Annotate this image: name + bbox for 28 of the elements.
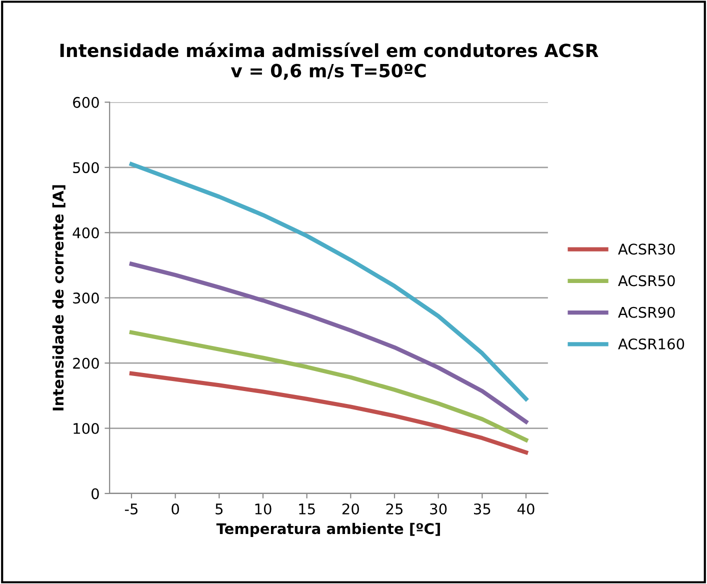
chart-title: Intensidade máxima admissível em condutores ACSR v = 0,6 m/s T=50ºC: [60, 42, 598, 80]
x-tick-label: 0: [172, 503, 180, 514]
x-tick-label: 35: [474, 503, 490, 514]
y-tick-label: 500: [73, 162, 99, 174]
line-series: [129, 371, 528, 454]
y-tick-label: 100: [74, 422, 99, 434]
legend-label: ACSR50: [618, 275, 675, 286]
y-axis-title: Intensidade de corrente [A]: [52, 185, 66, 410]
y-tick-label: 200: [73, 358, 99, 369]
y-tick-label: 300: [73, 292, 99, 304]
x-tick-label: 30: [430, 503, 447, 514]
legend-label: ACSR30: [618, 244, 675, 255]
y-tick-label: 600: [73, 96, 99, 108]
x-tick-label: 5: [216, 504, 223, 514]
x-axis-title: Temperatura ambiente [ºC]: [216, 522, 440, 537]
y-tick-label: 0: [92, 488, 99, 500]
x-tick-label: -5: [124, 504, 138, 514]
x-tick-label: 40: [517, 503, 534, 514]
x-tick-label: 15: [299, 504, 315, 514]
x-tick-label: 10: [255, 503, 272, 514]
legend-label: ACSR90: [618, 306, 675, 318]
x-tick-label: 20: [342, 503, 359, 514]
line-series: [129, 162, 528, 402]
x-tick-label: 25: [386, 503, 403, 514]
line-series: [129, 262, 528, 424]
y-tick-label: 400: [72, 227, 99, 238]
legend-label: ACSR160: [618, 338, 684, 350]
line-series: [129, 330, 528, 442]
